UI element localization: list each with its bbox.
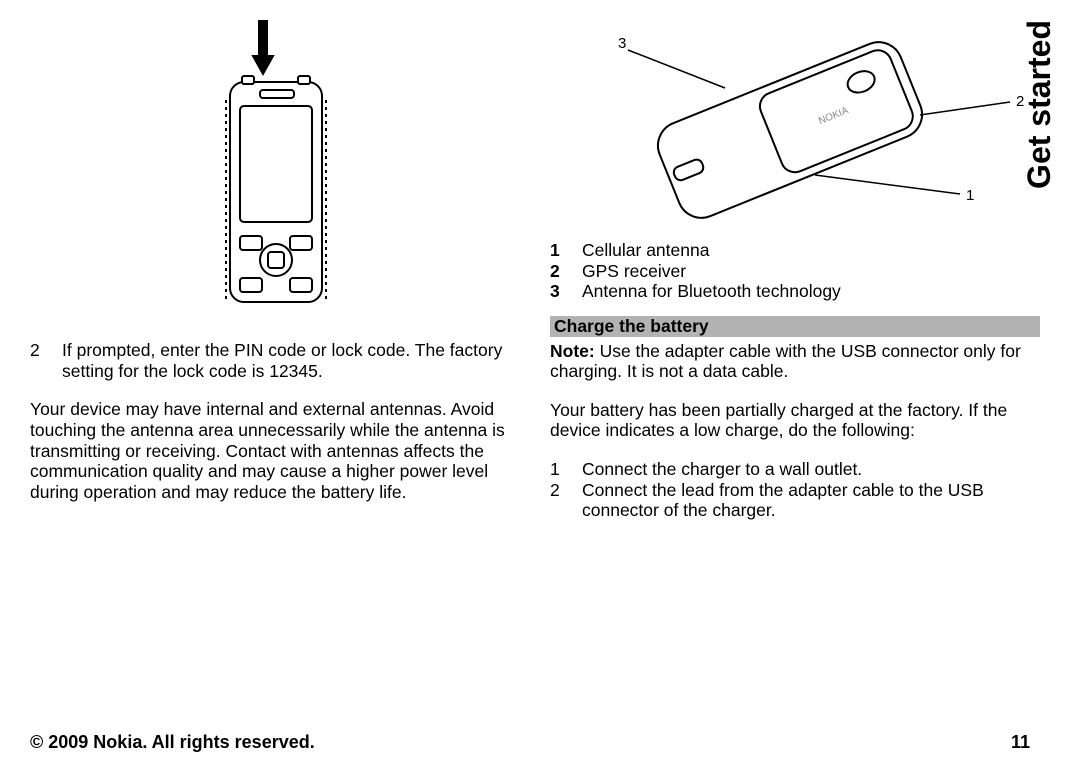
step-text: Connect the lead from the adapter cable … (582, 480, 1040, 521)
figure-phone-front (190, 20, 360, 320)
callout-1: 1 (966, 187, 974, 204)
right-column: NOKIA 3 2 1 1 Cellular antenna 2 G (550, 20, 1040, 539)
step-num: 2 (550, 480, 568, 521)
legend-num: 2 (550, 261, 568, 282)
legend-num: 3 (550, 281, 568, 302)
list-text: If prompted, enter the PIN code or lock … (62, 340, 520, 381)
legend-text: Antenna for Bluetooth technology (582, 281, 1040, 302)
antenna-legend: 1 Cellular antenna 2 GPS receiver 3 Ante… (550, 240, 1040, 302)
footer-copyright: © 2009 Nokia. All rights reserved. (30, 732, 315, 753)
page-body: 2 If prompted, enter the PIN code or loc… (30, 20, 1030, 750)
section-heading-charge: Charge the battery (550, 316, 1040, 337)
antenna-paragraph: Your device may have internal and extern… (30, 399, 520, 502)
callout-2: 2 (1016, 93, 1024, 110)
legend-num: 1 (550, 240, 568, 261)
figure-phone-back: NOKIA 3 2 1 (560, 30, 1030, 220)
callout-3: 3 (618, 35, 626, 52)
note-text: Use the adapter cable with the USB conne… (550, 341, 1021, 382)
step-num: 1 (550, 459, 568, 480)
page-footer: © 2009 Nokia. All rights reserved. 11 (30, 732, 1030, 753)
charge-intro: Your battery has been partially charged … (550, 400, 1040, 441)
list-num: 2 (30, 340, 48, 381)
note-label: Note: (550, 341, 600, 361)
left-column: 2 If prompted, enter the PIN code or loc… (30, 20, 520, 520)
pin-code-step: 2 If prompted, enter the PIN code or loc… (30, 340, 520, 381)
charge-steps: 1 Connect the charger to a wall outlet. … (550, 459, 1040, 521)
footer-page-number: 11 (1011, 732, 1030, 753)
note-paragraph: Note: Use the adapter cable with the USB… (550, 341, 1040, 382)
legend-text: Cellular antenna (582, 240, 1040, 261)
legend-text: GPS receiver (582, 261, 1040, 282)
step-text: Connect the charger to a wall outlet. (582, 459, 1040, 480)
